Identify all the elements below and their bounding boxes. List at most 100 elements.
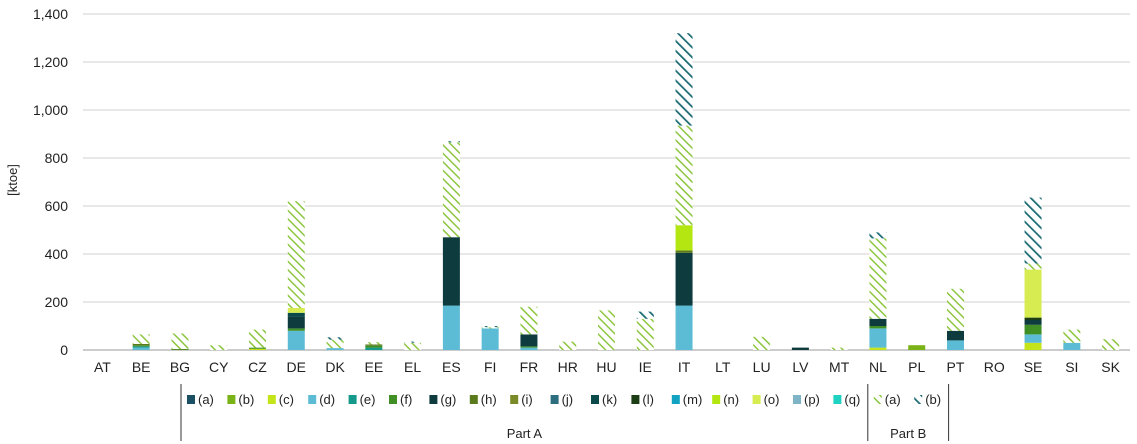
y-axis-ticks: 0 200 400 600 800 1,000 1,200 1,400 <box>33 6 68 358</box>
bar-segment <box>1024 263 1042 270</box>
legend-group-label: Part A <box>507 426 543 441</box>
bar-segment <box>481 328 499 350</box>
x-tick-label: BG <box>170 359 190 375</box>
legend-swatch <box>348 395 357 404</box>
bar-segment <box>791 347 809 350</box>
legend-label: (l) <box>642 392 654 407</box>
legend-swatch <box>793 395 801 404</box>
bar-segment <box>287 316 305 329</box>
y-tick-label: 1,200 <box>33 54 68 70</box>
legend-swatch <box>631 395 640 404</box>
x-tick-label: HU <box>596 359 616 375</box>
legend-label: (i) <box>521 392 533 407</box>
legend-swatch <box>752 395 761 404</box>
bar-segment <box>287 308 305 313</box>
legend-swatch <box>187 395 195 404</box>
legend-swatch <box>267 395 276 404</box>
bar-segment <box>675 125 693 226</box>
bar-segment <box>520 334 538 347</box>
bar-segment <box>675 252 693 306</box>
bar-segment <box>675 305 693 350</box>
y-tick-label: 1,000 <box>33 102 68 118</box>
x-tick-label: PT <box>947 359 965 375</box>
x-tick-label: FR <box>520 359 539 375</box>
x-tick-label: HR <box>558 359 578 375</box>
bar-segment <box>636 311 654 319</box>
bar-segment <box>675 250 693 253</box>
x-tick-label: SE <box>1024 359 1043 375</box>
bar-segment <box>869 238 887 319</box>
x-tick-label: MT <box>829 359 850 375</box>
bar-segment <box>559 341 577 350</box>
bar-segment <box>287 330 305 350</box>
bar-segment <box>869 328 887 348</box>
x-tick-label: NL <box>869 359 887 375</box>
bar-segment <box>1024 269 1042 318</box>
y-tick-label: 400 <box>45 246 69 262</box>
legend-swatch <box>712 395 721 404</box>
y-tick-label: 800 <box>45 150 69 166</box>
bar-segment <box>1024 342 1042 350</box>
bar-segment <box>442 142 460 238</box>
bar-segment <box>326 339 344 349</box>
bar-segment <box>869 347 887 350</box>
bar-segment <box>675 33 693 126</box>
legend-swatch <box>914 395 923 404</box>
legend-label: (g) <box>440 392 456 407</box>
legend-label: (a) <box>885 392 901 407</box>
x-tick-label: DK <box>325 359 345 375</box>
bars <box>132 33 1120 351</box>
legend-swatch <box>550 395 559 404</box>
bar-segment <box>132 347 150 350</box>
x-tick-label: EE <box>364 359 383 375</box>
x-tick-label: CY <box>209 359 229 375</box>
bar-segment <box>132 344 150 346</box>
y-tick-label: 0 <box>60 342 68 358</box>
bar-segment <box>1024 317 1042 320</box>
bar-segment <box>171 349 189 350</box>
bar-segment <box>869 232 887 239</box>
x-tick-label: ES <box>442 359 461 375</box>
bar-segment <box>520 347 538 350</box>
x-tick-label: LU <box>753 359 771 375</box>
bar-segment <box>442 305 460 350</box>
x-tick-label: FI <box>484 359 496 375</box>
x-tick-label: EL <box>404 359 421 375</box>
x-tick-label: IE <box>639 359 652 375</box>
legend-label: (p) <box>804 392 820 407</box>
bar-segment <box>1024 197 1042 264</box>
legend-label: (e) <box>360 392 376 407</box>
bar-segment <box>249 347 266 349</box>
x-tick-label: BE <box>132 359 151 375</box>
bar-segment <box>598 310 615 350</box>
legend-label: (j) <box>562 392 574 407</box>
x-tick-label: CZ <box>248 359 267 375</box>
bar-segment <box>442 141 460 143</box>
bar-segment <box>481 327 499 329</box>
bar-segment <box>1063 329 1081 343</box>
bar-segment <box>947 330 964 341</box>
bar-segment <box>636 318 654 350</box>
bar-segment <box>442 237 460 306</box>
bar-segment <box>132 346 150 348</box>
bar-segment <box>869 318 887 326</box>
x-tick-label: DE <box>287 359 306 375</box>
bar-segment <box>830 347 848 350</box>
bar-segment <box>287 328 305 331</box>
bar-segment <box>210 345 228 350</box>
legend-label: (a) <box>198 392 214 407</box>
bar-segment <box>132 334 150 344</box>
legend-label: (d) <box>319 392 335 407</box>
legend-label: (n) <box>723 392 739 407</box>
bar-segment <box>1024 324 1042 335</box>
legend-label: (f) <box>400 392 412 407</box>
x-tick-label: RO <box>984 359 1005 375</box>
bar-segment <box>365 344 383 346</box>
legend-swatch <box>671 395 680 404</box>
bar-segment <box>404 342 422 350</box>
bar-segment <box>1102 339 1120 350</box>
legend-swatch <box>469 395 478 404</box>
x-tick-label: AT <box>94 359 111 375</box>
bar-segment <box>520 306 538 335</box>
